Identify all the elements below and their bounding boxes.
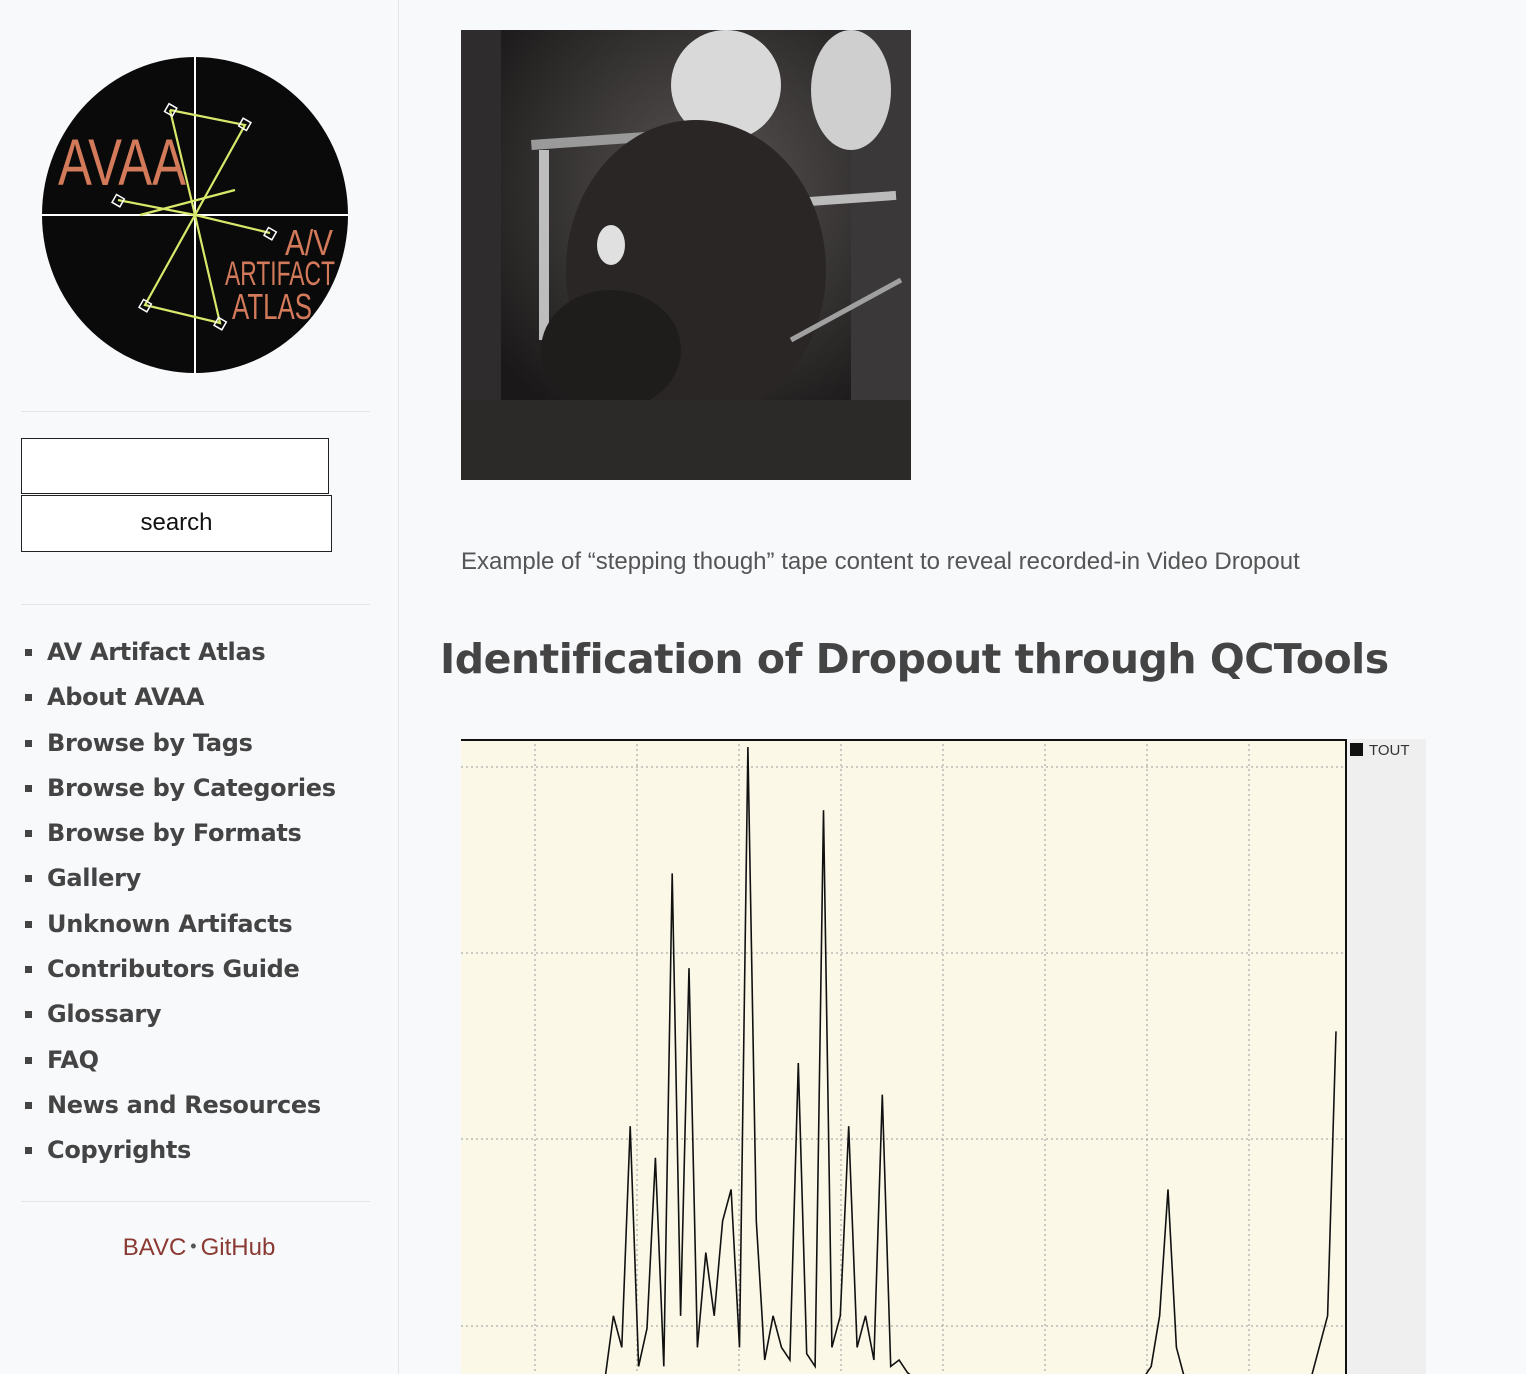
github-link[interactable]: GitHub	[200, 1234, 276, 1261]
legend-panel	[1346, 739, 1426, 1374]
logo-lines	[111, 102, 278, 331]
search-button[interactable]: search	[21, 495, 332, 552]
nav-item-news-resources: News and Resources	[0, 1083, 398, 1128]
bullet-icon	[25, 830, 32, 838]
nav-item-unknown-artifacts: Unknown Artifacts	[0, 902, 398, 947]
logo-subtitle-2: ARTIFACT	[225, 255, 335, 293]
nav-item-browse-categories: Browse by Categories	[0, 766, 398, 811]
chart-plot-area	[461, 739, 1346, 1374]
nav-link-av-artifact-atlas[interactable]: AV Artifact Atlas	[47, 638, 266, 666]
divider	[21, 1201, 370, 1202]
qctools-chart: TOUT	[461, 739, 1426, 1374]
series-line-tout	[604, 746, 1337, 1374]
bullet-icon	[25, 920, 32, 928]
nav-link-faq[interactable]: FAQ	[47, 1045, 99, 1074]
nav-item-browse-formats: Browse by Formats	[0, 811, 398, 856]
bullet-icon	[25, 739, 32, 747]
logo-title: AVAA	[58, 125, 186, 199]
bullet-icon	[25, 1101, 32, 1109]
image-caption: Example of “stepping though” tape conten…	[461, 548, 1300, 575]
nav-item-copyrights: Copyrights	[0, 1128, 398, 1173]
video-still-image	[461, 30, 911, 480]
legend-label: TOUT	[1369, 742, 1410, 759]
nav-item-about-avaa: About AVAA	[0, 675, 398, 720]
logo-subtitle-1: A/V	[285, 222, 333, 263]
nav-link-browse-formats[interactable]: Browse by Formats	[47, 819, 302, 848]
nav-item-glossary: Glossary	[0, 992, 398, 1037]
bullet-icon	[25, 1147, 32, 1155]
nav-item-av-artifact-atlas: AV Artifact Atlas	[0, 630, 398, 675]
avaa-logo[interactable]: AVAA A/V ARTIFACT ATLAS	[40, 55, 352, 377]
bullet-icon	[25, 966, 32, 974]
nav-item-gallery: Gallery	[0, 856, 398, 901]
nav-item-contributors-guide: Contributors Guide	[0, 947, 398, 992]
bullet-icon	[25, 649, 32, 656]
search-input[interactable]	[21, 438, 329, 494]
nav-link-browse-categories[interactable]: Browse by Categories	[47, 773, 336, 802]
divider	[21, 411, 370, 412]
divider	[21, 604, 370, 605]
nav-item-faq: FAQ	[0, 1038, 398, 1083]
nav-link-glossary[interactable]: Glossary	[47, 1000, 162, 1029]
nav-link-about-avaa[interactable]: About AVAA	[47, 683, 205, 712]
footer-links: BAVC • GitHub	[0, 1234, 398, 1262]
nav-link-news-resources[interactable]: News and Resources	[47, 1090, 321, 1119]
nav-link-unknown-artifacts[interactable]: Unknown Artifacts	[47, 909, 293, 938]
nav-link-contributors-guide[interactable]: Contributors Guide	[47, 955, 300, 984]
logo-subtitle-3: ATLAS	[232, 286, 312, 327]
nav-link-browse-tags[interactable]: Browse by Tags	[47, 728, 253, 757]
sidebar-nav: AV Artifact Atlas About AVAA Browse by T…	[0, 630, 398, 1174]
bullet-icon	[25, 1056, 32, 1064]
bullet-icon	[25, 784, 32, 792]
legend-swatch	[1350, 743, 1363, 756]
separator: •	[190, 1236, 197, 1256]
bullet-icon	[25, 875, 32, 883]
bullet-icon	[25, 694, 32, 702]
bullet-icon	[25, 1011, 32, 1019]
bavc-link[interactable]: BAVC	[122, 1234, 187, 1261]
nav-link-gallery[interactable]: Gallery	[47, 864, 142, 893]
sidebar: AVAA A/V ARTIFACT ATLAS search AV Artifa…	[0, 0, 399, 1374]
section-heading: Identification of Dropout through QCTool…	[440, 635, 1389, 683]
nav-item-browse-tags: Browse by Tags	[0, 721, 398, 766]
chart-grid	[461, 739, 1346, 1374]
nav-link-copyrights[interactable]: Copyrights	[47, 1136, 192, 1165]
